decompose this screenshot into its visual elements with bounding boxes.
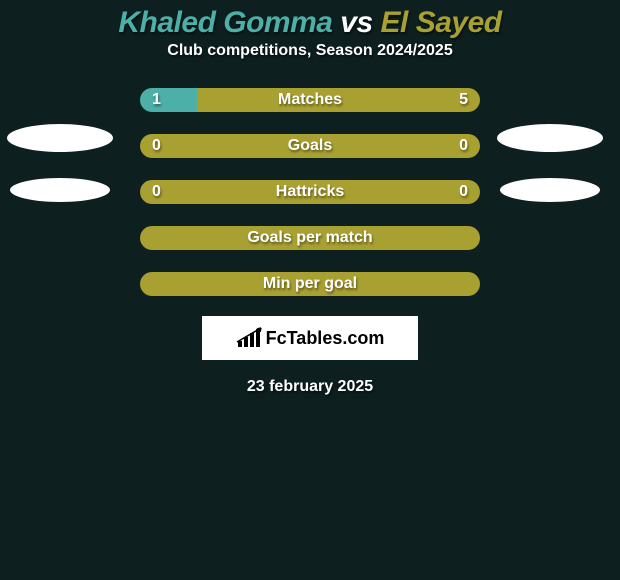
stat-value-left: 1: [152, 91, 161, 109]
stat-label: Goals per match: [247, 229, 372, 247]
stat-value-right: 0: [459, 137, 468, 155]
stat-label: Hattricks: [276, 183, 344, 201]
stat-value-right: 0: [459, 183, 468, 201]
stat-row: Hattricks 0 0: [140, 180, 480, 204]
snapshot-date: 23 february 2025: [0, 378, 620, 396]
stat-label: Matches: [278, 91, 342, 109]
player-portrait-placeholder: [10, 178, 110, 202]
stat-rows: Matches 1 5 Goals 0 0 Hattricks 0 0 Goals per mat…: [140, 88, 480, 296]
player-portrait-placeholder: [497, 124, 603, 152]
comparison-title: Khaled Gomma vs El Sayed: [0, 0, 620, 40]
player-portrait-placeholder: [500, 178, 600, 202]
stat-value-left: 0: [152, 183, 161, 201]
stat-value-left: 0: [152, 137, 161, 155]
logo-box: FcTables.com: [202, 316, 418, 360]
logo-text: FcTables.com: [266, 328, 385, 349]
stat-label: Min per goal: [263, 275, 357, 293]
stat-row: Goals per match: [140, 226, 480, 250]
title-vs: vs: [340, 6, 372, 39]
stat-value-right: 5: [459, 91, 468, 109]
title-player2: El Sayed: [381, 6, 502, 39]
stat-row: Goals 0 0: [140, 134, 480, 158]
bar-left-fill: [140, 88, 197, 112]
title-player1: Khaled Gomma: [118, 6, 332, 39]
stat-row: Matches 1 5: [140, 88, 480, 112]
bar-chart-icon: [236, 327, 262, 349]
subtitle: Club competitions, Season 2024/2025: [0, 42, 620, 60]
stat-row: Min per goal: [140, 272, 480, 296]
stat-label: Goals: [288, 137, 332, 155]
player-portrait-placeholder: [7, 124, 113, 152]
